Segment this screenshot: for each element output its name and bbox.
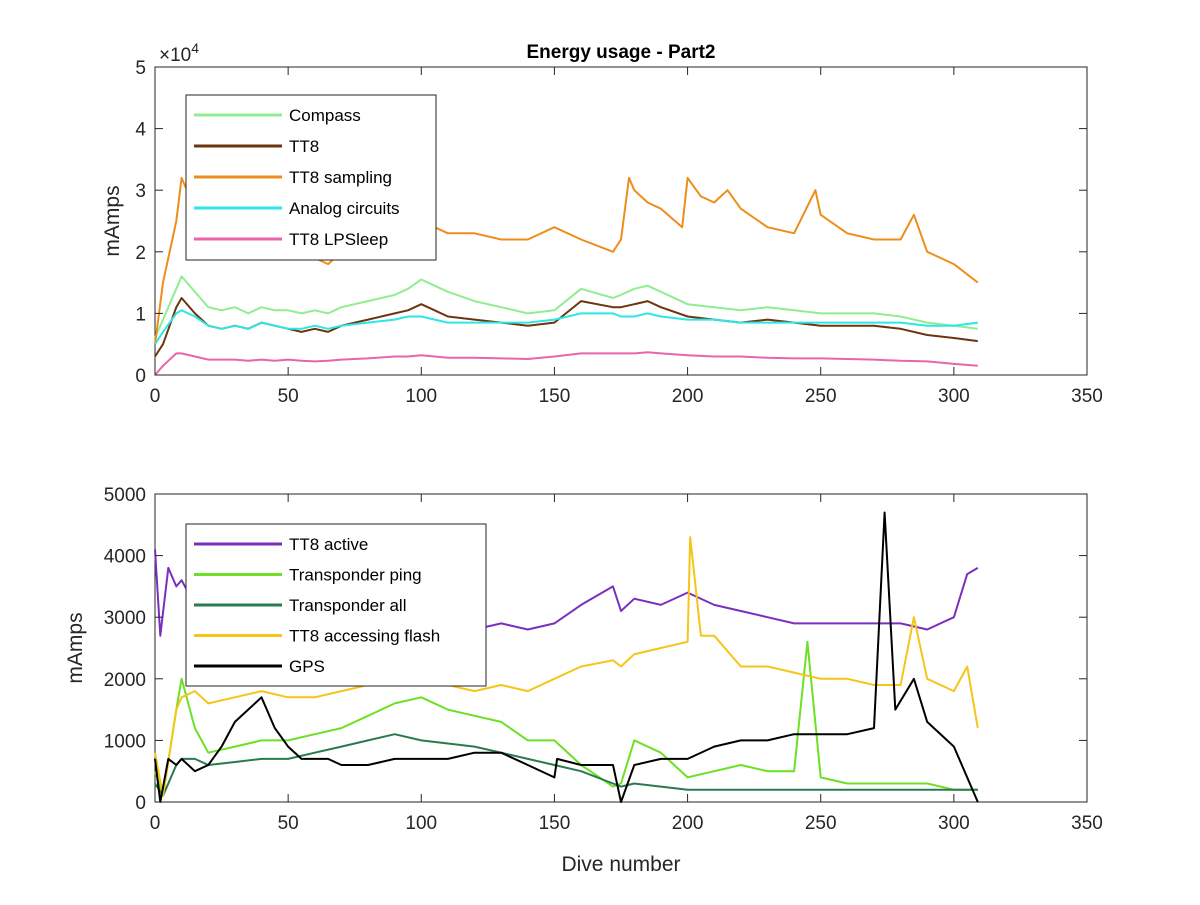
top-y-tick-label: 5 — [135, 58, 146, 79]
bottom-legend-label-0: TT8 active — [289, 535, 368, 554]
bottom-x-tick-label: 150 — [539, 813, 571, 834]
bottom-legend-label-4: GPS — [289, 657, 325, 676]
bottom-y-axis-label: mAmps — [64, 612, 87, 683]
bottom-x-axis-label: Dive number — [561, 853, 680, 876]
bottom-y-tick-label: 1000 — [104, 731, 146, 752]
top-x-tick-label: 0 — [150, 386, 161, 407]
top-chart-title: Energy usage - Part2 — [526, 42, 715, 63]
top-y-tick-label: 0 — [135, 366, 146, 387]
bottom-y-tick-label: 0 — [135, 793, 146, 814]
top-legend-label-1: TT8 — [289, 137, 319, 156]
top-legend-label-2: TT8 sampling — [289, 168, 392, 187]
top-series-line-3 — [154, 309, 978, 345]
top-y-tick-label: 3 — [135, 181, 146, 202]
top-series-group — [154, 176, 979, 376]
bottom-ticks-group: 0 50 100 150 200 250 300 350 0 1000 2000 3000 4000 50… — [104, 485, 1103, 834]
bottom-series-line-4 — [154, 511, 979, 803]
bottom-y-tick-label: 5000 — [104, 485, 146, 506]
top-y-tick-label: 1 — [135, 304, 146, 325]
top-y-exponent: ×104 — [159, 40, 199, 66]
bottom-x-tick-label: 200 — [672, 813, 704, 834]
bottom-y-tick-label: 3000 — [104, 608, 146, 629]
top-ticks-group: 0 50 100 150 200 250 300 350 0 1 2 3 4 5 — [135, 58, 1102, 407]
top-series-line-4 — [154, 351, 978, 376]
top-y-exponent-base: ×10 — [159, 45, 191, 66]
bottom-x-tick-label: 250 — [805, 813, 837, 834]
top-legend-label-3: Analog circuits — [289, 199, 400, 218]
bottom-x-tick-label: 300 — [938, 813, 970, 834]
bottom-x-tick-label: 350 — [1071, 813, 1103, 834]
top-axes: 0 50 100 150 200 250 300 350 0 1 2 3 4 5 Energy usage… — [101, 40, 1103, 407]
bottom-series-line-2 — [154, 733, 978, 797]
bottom-y-tick-label: 4000 — [104, 547, 146, 568]
bottom-series-line-1 — [154, 640, 978, 797]
bottom-x-tick-label: 50 — [278, 813, 299, 834]
bottom-legend-label-3: TT8 accessing flash — [289, 627, 440, 646]
top-series-line-0 — [154, 275, 978, 339]
bottom-legend-label-2: Transponder all — [289, 596, 407, 615]
top-x-tick-label: 300 — [938, 386, 970, 407]
top-x-tick-label: 150 — [539, 386, 571, 407]
top-x-tick-label: 50 — [278, 386, 299, 407]
top-legend-label-4: TT8 LPSleep — [289, 230, 388, 249]
top-legend: Compass TT8 TT8 sampling Analog circuits TT8… — [185, 94, 437, 261]
top-legend-label-0: Compass — [289, 106, 361, 125]
bottom-x-tick-label: 0 — [150, 813, 161, 834]
bottom-x-tick-label: 100 — [405, 813, 437, 834]
top-y-tick-label: 4 — [135, 120, 146, 141]
bottom-legend: TT8 active Transponder ping Transponder al… — [185, 523, 487, 687]
bottom-y-tick-label: 2000 — [104, 670, 146, 691]
top-x-tick-label: 250 — [805, 386, 837, 407]
top-y-tick-label: 2 — [135, 243, 146, 264]
top-y-axis-label: mAmps — [101, 185, 124, 256]
top-y-exponent-power: 4 — [191, 40, 199, 56]
bottom-axes: 0 50 100 150 200 250 300 350 0 1000 2000 3000 4000 50… — [64, 485, 1103, 876]
bottom-series-line-3 — [154, 536, 979, 797]
top-x-tick-label: 350 — [1071, 386, 1103, 407]
top-x-tick-label: 100 — [405, 386, 437, 407]
bottom-legend-label-1: Transponder ping — [289, 566, 422, 585]
top-x-tick-label: 200 — [672, 386, 704, 407]
